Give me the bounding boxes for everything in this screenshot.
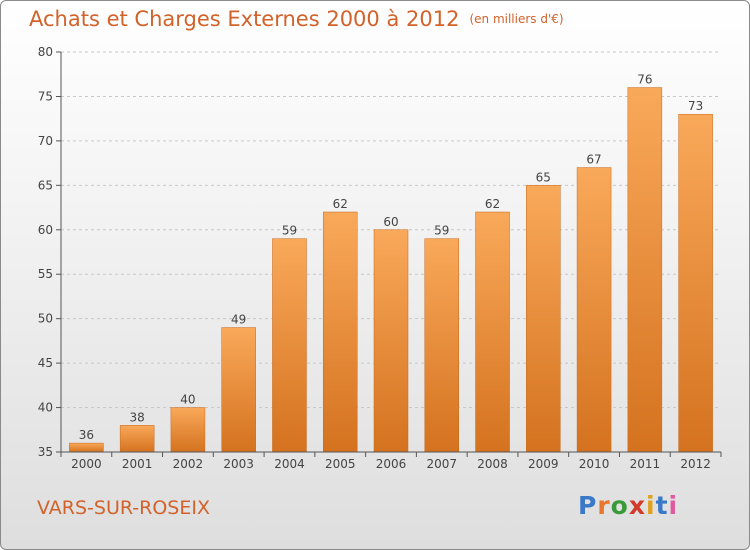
chart-title: Achats et Charges Externes 2000 à 2012 (e…	[29, 7, 564, 31]
bar-2010	[576, 167, 612, 453]
y-tick-label: 80	[38, 45, 53, 59]
bar-value-label: 59	[434, 224, 449, 238]
y-tick-label: 75	[38, 89, 53, 103]
bar-2003	[221, 327, 256, 453]
bar-2009	[526, 185, 561, 453]
x-tick-label: 2003	[223, 457, 254, 471]
bar-value-label: 60	[383, 215, 398, 229]
y-tick-label: 65	[38, 178, 53, 192]
x-tick-label: 2005	[325, 457, 356, 471]
x-tick-label: 2012	[680, 457, 711, 471]
logo-letter: i	[668, 491, 679, 520]
proxiti-logo: Proxiti	[578, 491, 678, 520]
x-tick-label: 2002	[173, 457, 204, 471]
chart-title-text: Achats et Charges Externes 2000 à 2012	[29, 7, 460, 31]
bar-value-label: 76	[637, 73, 652, 87]
bar-2002	[170, 407, 206, 453]
bar-2007	[424, 238, 460, 453]
bar-value-label: 62	[485, 197, 500, 211]
x-tick-label: 2011	[630, 457, 661, 471]
bar-2000	[69, 442, 104, 453]
bar-2012	[678, 113, 713, 453]
x-tick-label: 2007	[426, 457, 457, 471]
bar-value-label: 62	[333, 197, 348, 211]
commune-name: VARS-SUR-ROSEIX	[37, 497, 210, 519]
logo-letter: r	[597, 491, 611, 520]
x-tick-label: 2000	[71, 457, 102, 471]
labels: 35 40 45 50 55 60 65 70 75 80 36 2000 38 2001 40 2002 49…	[38, 45, 711, 471]
x-tick-label: 2006	[376, 457, 407, 471]
y-tick-label: 55	[38, 267, 53, 281]
y-tick-label: 70	[38, 134, 53, 148]
axes	[56, 51, 722, 457]
bar-value-label: 38	[130, 410, 145, 424]
bar-value-label: 65	[536, 170, 551, 184]
bar-value-label: 36	[79, 428, 94, 442]
logo-letter: t	[655, 491, 669, 520]
x-tick-label: 2010	[579, 457, 610, 471]
bar-2004	[272, 238, 307, 453]
y-tick-label: 40	[38, 401, 53, 415]
x-tick-label: 2001	[122, 457, 153, 471]
bar-2006	[373, 229, 409, 453]
bar-2001	[119, 425, 155, 453]
bar-value-label: 67	[586, 153, 601, 167]
bar-value-label: 40	[180, 393, 195, 407]
bar-value-label: 73	[688, 99, 703, 113]
x-tick-label: 2008	[477, 457, 508, 471]
y-tick-label: 45	[38, 356, 53, 370]
logo-letter: x	[628, 491, 646, 520]
logo-letter: i	[646, 491, 656, 520]
y-tick-label: 50	[38, 312, 53, 326]
y-tick-label: 35	[38, 445, 53, 459]
bar-value-label: 49	[231, 313, 246, 327]
y-tick-label: 60	[38, 223, 53, 237]
logo-letter: o	[610, 491, 629, 520]
x-tick-label: 2009	[528, 457, 559, 471]
x-tick-label: 2004	[274, 457, 305, 471]
bar-2005	[322, 211, 358, 453]
bar-value-label: 59	[282, 224, 297, 238]
bar-2008	[475, 211, 510, 453]
logo-letter: P	[578, 491, 598, 520]
bar-2011	[627, 87, 663, 453]
bars	[69, 87, 713, 453]
chart-subtitle: (en milliers d'€)	[469, 12, 564, 26]
